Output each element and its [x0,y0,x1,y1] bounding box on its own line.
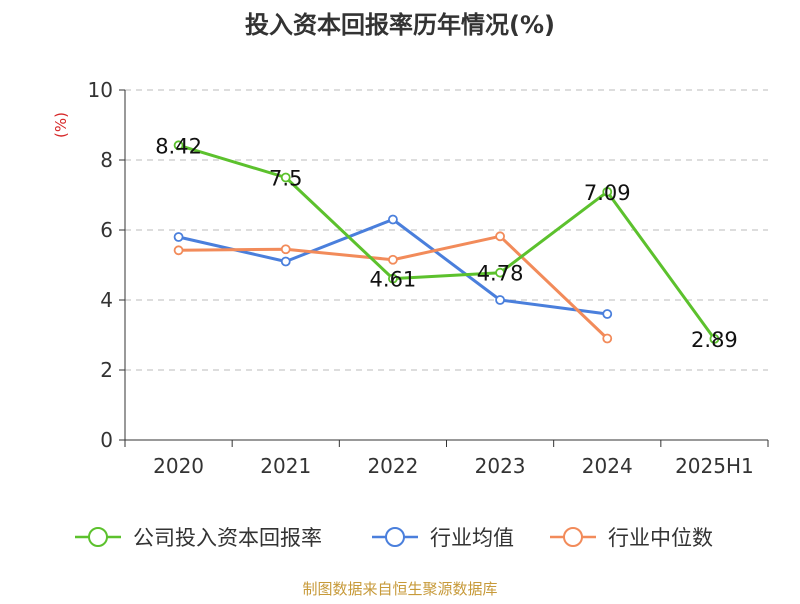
legend-label: 行业中位数 [608,526,713,550]
x-tick-label: 2020 [153,454,204,478]
legend-item: 行业中位数 [550,526,713,550]
y-tick-label: 10 [88,78,113,102]
data-point [602,186,613,197]
series-layer [173,140,720,344]
data-label: 2.89 [691,328,738,352]
data-label: 8.42 [155,134,202,158]
data-point [280,244,291,255]
chart-title: 投入资本回报率历年情况(%) [245,11,555,39]
y-tick-label: 0 [100,428,113,452]
data-label: 4.78 [477,262,524,286]
data-point [173,232,184,242]
data-label: 4.61 [370,268,417,292]
data-point [173,245,184,256]
legend-label: 公司投入资本回报率 [133,526,322,550]
data-point [709,333,720,344]
data-point [602,309,613,319]
legend-item: 公司投入资本回报率 [75,526,322,550]
data-label: 7.09 [584,181,631,205]
data-label-layer: 8.42 7.5 4.61 4.78 7.09 2.89 [155,134,738,352]
axis-layer: 0 2 4 6 8 10 2020 2021 2022 2023 2024 2025H1 [88,78,769,478]
data-label: 7.5 [269,167,302,191]
x-tick-label: 2024 [582,454,633,478]
y-tick-label: 8 [100,148,113,172]
data-point [388,273,398,284]
x-tick-label: 2025H1 [675,454,754,478]
series-line [178,143,716,340]
data-point [280,256,291,267]
data-point [495,295,505,305]
y-axis-label: (%) [52,112,70,138]
x-tick-label: 2022 [367,454,418,478]
source-note: 制图数据来自恒生聚源数据库 [302,580,497,598]
data-point [388,214,398,225]
legend-swatch-marker [88,527,108,547]
data-point [495,231,505,242]
x-tick-label: 2023 [475,454,526,478]
data-point [280,172,291,183]
x-tick-label: 2021 [260,454,311,478]
legend-label: 行业均值 [430,526,514,550]
data-point [602,333,613,344]
data-point [173,140,184,151]
legend: 公司投入资本回报率 行业均值 行业中位数 [75,526,713,550]
legend-item: 行业均值 [372,526,514,550]
y-tick-label: 6 [100,218,113,242]
data-point [388,254,398,265]
y-tick-label: 2 [100,358,113,382]
legend-swatch-marker [563,527,583,547]
data-point [495,267,505,278]
y-tick-label: 4 [100,288,113,312]
legend-swatch-marker [385,527,405,547]
grid-layer [125,89,768,371]
